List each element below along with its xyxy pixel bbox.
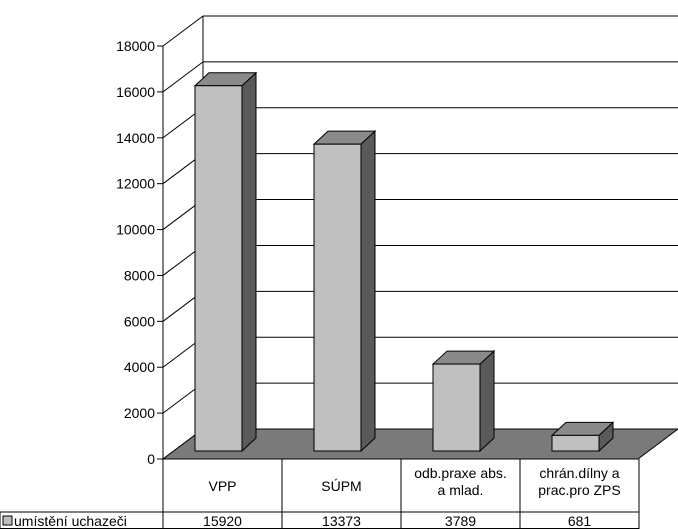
bar-side-face — [479, 349, 495, 453]
x-category-label-line: odb.praxe abs. — [414, 465, 507, 481]
gridline-connector — [162, 15, 204, 47]
data-label: 13373 — [322, 513, 361, 529]
data-table: VPP SÚPM odb.praxe abs. a mlad. chrán.dílny … — [0, 459, 640, 529]
legend-swatch — [2, 515, 13, 526]
y-tick-label: 2000 — [124, 405, 155, 421]
y-tick-label: 6000 — [124, 313, 155, 329]
y-tick-label: 4000 — [124, 359, 155, 375]
gridlines — [162, 15, 678, 460]
data-label: 15920 — [203, 513, 242, 529]
y-tick-label: 10000 — [116, 222, 155, 238]
bar — [551, 434, 600, 452]
y-tick-label: 16000 — [116, 84, 155, 100]
x-category-label-line: chrán.dílny a — [539, 465, 619, 481]
bar — [313, 143, 362, 452]
x-category-label-line: a mlad. — [438, 482, 484, 498]
data-label: 3789 — [445, 513, 476, 529]
x-category-label: chrán.dílny a prac.pro ZPS — [538, 465, 620, 498]
y-tick-label: 12000 — [116, 176, 155, 192]
gridline-connector — [162, 61, 204, 93]
y-tick-label: 14000 — [116, 130, 155, 146]
x-category-label: odb.praxe abs. a mlad. — [414, 465, 507, 498]
data-label: 681 — [568, 513, 592, 529]
x-category-label: SÚPM — [321, 478, 361, 494]
legend-label: umístění uchazeči — [14, 513, 127, 529]
floor-plane — [161, 428, 678, 460]
y-tick-label: 18000 — [116, 38, 155, 54]
bar — [194, 85, 243, 452]
chart-floor — [161, 428, 678, 460]
x-category-label-line: prac.pro ZPS — [538, 482, 620, 498]
y-axis: 0 2000 4000 6000 8000 10000 12000 14000 16000 180… — [116, 38, 164, 467]
bars — [193, 71, 615, 453]
y-tick-label: 8000 — [124, 267, 155, 283]
bar — [432, 363, 481, 452]
y-tick-label: 0 — [147, 451, 155, 467]
bar-side-face — [241, 71, 257, 453]
x-category-label: VPP — [208, 478, 236, 494]
bar-side-face — [360, 130, 376, 453]
